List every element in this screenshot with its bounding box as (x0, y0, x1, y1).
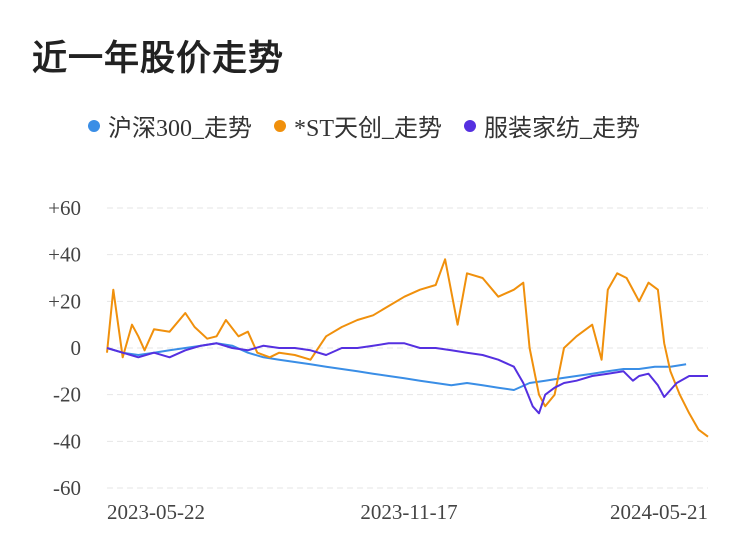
y-tick-label: -20 (53, 383, 81, 407)
legend-item-st-tianchuang[interactable]: *ST天创_走势 (274, 108, 442, 143)
y-tick-label: +20 (48, 289, 81, 313)
series-line-2 (106, 342, 708, 415)
legend-dot-st-tianchuang (274, 119, 286, 132)
x-tick-label: 2023-11-17 (360, 500, 457, 524)
legend-item-apparel[interactable]: 服装家纺_走势 (464, 108, 640, 143)
x-tick-label: 2023-05-22 (107, 500, 205, 524)
series-line-1 (106, 258, 709, 438)
y-tick-label: 0 (71, 336, 82, 360)
legend-dot-apparel (464, 119, 477, 132)
legend-label-hs300: 沪深300_走势 (108, 116, 252, 142)
y-tick-label: -40 (53, 429, 81, 453)
legend-label-apparel: 服装家纺_走势 (484, 116, 641, 142)
y-tick-label: -60 (53, 476, 81, 500)
legend-label-st-tianchuang: *ST天创_走势 (294, 116, 443, 142)
legend: 沪深300_走势 *ST天创_走势 服装家纺_走势 (88, 108, 662, 143)
y-tick-label: +40 (48, 243, 81, 267)
x-tick-label: 2024-05-21 (610, 500, 708, 524)
legend-dot-hs300 (88, 119, 100, 132)
y-tick-label: +60 (48, 196, 81, 220)
chart-title: 近一年股价走势 (32, 39, 285, 79)
legend-item-hs300[interactable]: 沪深300_走势 (88, 108, 252, 143)
